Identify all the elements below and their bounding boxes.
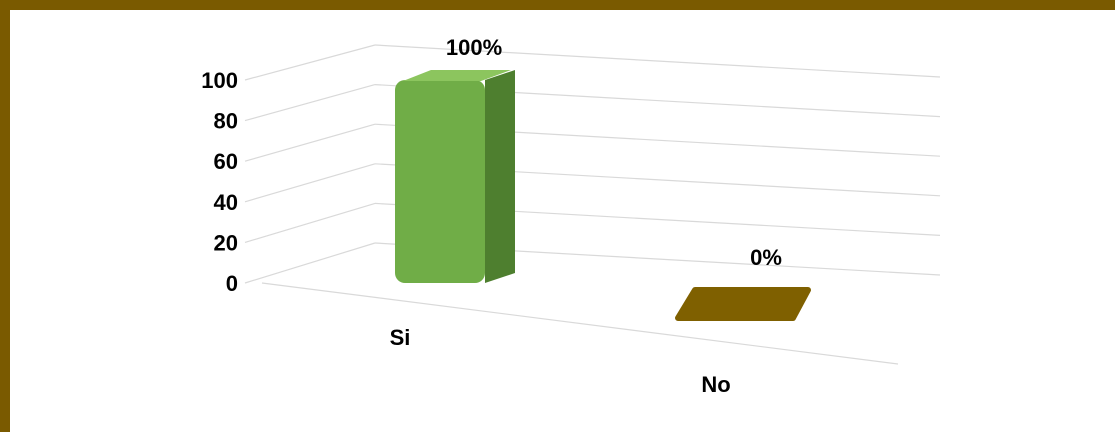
y-tick-label: 40 <box>214 190 238 215</box>
y-tick-label: 60 <box>214 149 238 174</box>
gridline-left <box>244 202 376 243</box>
bar-no <box>675 287 811 321</box>
floor-edge <box>261 282 899 365</box>
gridlines <box>244 44 941 284</box>
category-label: No <box>701 372 730 397</box>
bar-top-si <box>403 70 511 81</box>
data-label: 0% <box>750 245 782 270</box>
gridline-left <box>244 163 376 203</box>
gridline-back <box>374 44 941 78</box>
gridline-left <box>244 123 376 162</box>
bar-si <box>395 80 485 283</box>
category-label: Si <box>390 325 411 350</box>
bar-side-si <box>485 70 515 283</box>
category-labels: Si No <box>390 325 731 397</box>
gridline-left <box>244 84 376 122</box>
y-tick-label: 0 <box>226 271 238 296</box>
data-labels: 100% 0% <box>446 35 782 270</box>
y-axis-ticks: 0 20 40 60 80 100 <box>201 68 238 296</box>
bars <box>395 70 811 321</box>
y-tick-label: 80 <box>214 109 238 134</box>
gridline-left <box>244 44 376 81</box>
gridline-left <box>244 242 376 284</box>
y-tick-label: 100 <box>201 68 238 93</box>
y-tick-label: 20 <box>214 230 238 255</box>
chart-floor <box>261 282 899 365</box>
data-label: 100% <box>446 35 502 60</box>
